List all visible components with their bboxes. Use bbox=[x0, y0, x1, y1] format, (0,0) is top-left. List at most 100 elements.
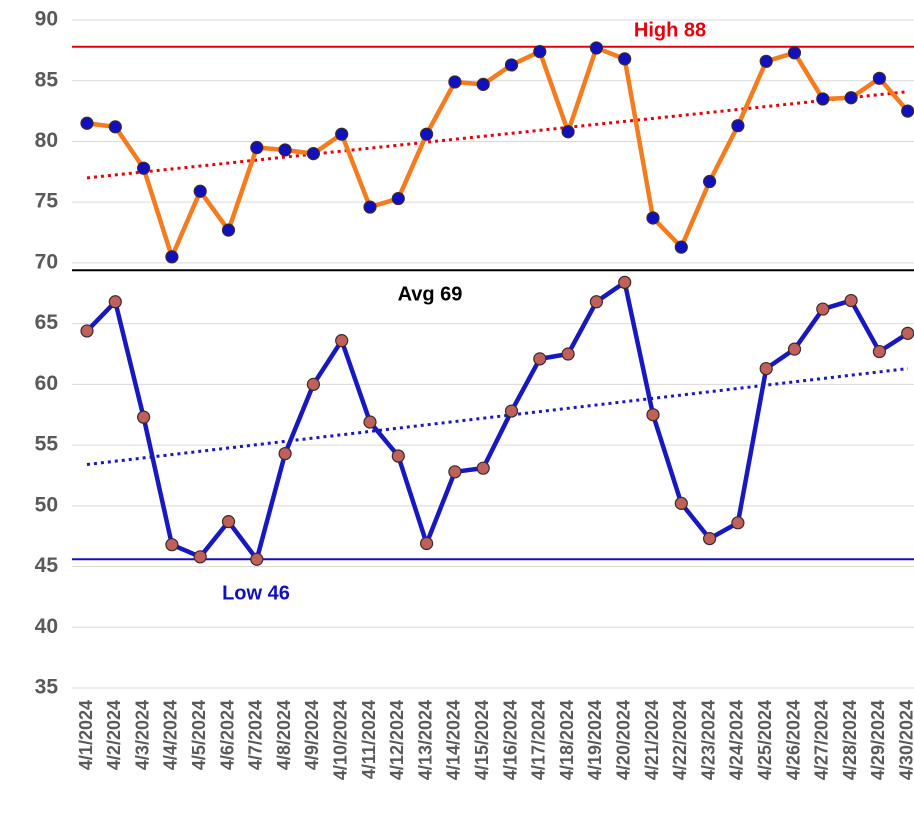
data-point bbox=[363, 415, 377, 429]
data-point bbox=[165, 538, 179, 552]
x-tick-label: 4/11/2024 bbox=[359, 700, 379, 779]
data-point bbox=[391, 191, 405, 206]
data-point bbox=[561, 125, 575, 139]
data-point bbox=[646, 211, 660, 225]
data-point bbox=[787, 46, 802, 60]
data-point bbox=[901, 326, 914, 340]
y-tick-label: 70 bbox=[35, 250, 58, 273]
x-tick-label: 4/2/2024 bbox=[104, 700, 124, 770]
data-point bbox=[504, 58, 519, 72]
data-point bbox=[137, 410, 151, 424]
data-point bbox=[504, 404, 519, 418]
x-tick-label: 4/4/2024 bbox=[161, 700, 181, 770]
data-point bbox=[674, 496, 688, 510]
series-line bbox=[86, 45, 910, 260]
data-point bbox=[561, 347, 575, 361]
data-point bbox=[137, 161, 151, 175]
data-point bbox=[844, 293, 858, 308]
x-tick-label: 4/21/2024 bbox=[642, 700, 662, 780]
data-point bbox=[420, 127, 434, 141]
data-point bbox=[872, 344, 887, 359]
data-point bbox=[844, 91, 858, 105]
x-tick-label: 4/7/2024 bbox=[246, 700, 266, 770]
x-tick-label: 4/18/2024 bbox=[557, 700, 577, 780]
data-point bbox=[674, 240, 688, 254]
x-tick-label: 4/14/2024 bbox=[444, 700, 464, 780]
data-point bbox=[391, 449, 405, 463]
data-point bbox=[589, 295, 604, 309]
y-tick-label: 90 bbox=[35, 8, 58, 31]
data-point bbox=[476, 77, 490, 91]
x-tick-label: 4/26/2024 bbox=[783, 700, 803, 780]
data-point bbox=[533, 44, 547, 59]
data-point bbox=[589, 41, 604, 55]
data-point bbox=[533, 352, 547, 366]
y-tick-label: 60 bbox=[35, 372, 58, 395]
x-tick-label: 4/3/2024 bbox=[132, 700, 152, 770]
data-point bbox=[901, 104, 914, 118]
data-point bbox=[250, 552, 264, 566]
x-tick-label: 4/17/2024 bbox=[529, 700, 549, 780]
x-tick-label: 4/8/2024 bbox=[274, 700, 294, 770]
reference-label: Low 46 bbox=[222, 582, 290, 604]
x-tick-label: 4/22/2024 bbox=[670, 700, 690, 780]
x-tick-label: 4/19/2024 bbox=[585, 700, 605, 780]
x-tick-label: 4/15/2024 bbox=[472, 700, 492, 780]
reference-label: Avg 69 bbox=[398, 283, 463, 305]
trend-line bbox=[86, 90, 908, 180]
data-point bbox=[816, 302, 830, 316]
data-point bbox=[816, 92, 830, 106]
data-point bbox=[193, 550, 207, 564]
x-tick-label: 4/24/2024 bbox=[727, 700, 747, 780]
y-tick-label: 55 bbox=[35, 433, 59, 456]
data-point bbox=[306, 147, 320, 161]
data-point bbox=[731, 516, 745, 530]
y-tick-label: 85 bbox=[35, 68, 59, 91]
data-point bbox=[476, 461, 490, 475]
data-point bbox=[335, 334, 349, 348]
data-point bbox=[80, 116, 94, 130]
data-point bbox=[108, 295, 122, 309]
data-point bbox=[759, 54, 773, 68]
y-tick-label: 65 bbox=[35, 311, 59, 334]
data-point bbox=[731, 119, 745, 133]
data-point bbox=[278, 143, 292, 157]
y-tick-label: 40 bbox=[35, 615, 58, 638]
reference-label: High 88 bbox=[634, 19, 706, 41]
x-tick-label: 4/1/2024 bbox=[76, 700, 96, 770]
x-tick-label: 4/20/2024 bbox=[613, 700, 633, 780]
x-tick-label: 4/13/2024 bbox=[415, 700, 435, 780]
data-point bbox=[80, 324, 94, 338]
data-point bbox=[702, 174, 717, 189]
x-tick-label: 4/5/2024 bbox=[189, 700, 209, 770]
x-tick-label: 4/28/2024 bbox=[840, 700, 860, 780]
x-tick-label: 4/23/2024 bbox=[698, 700, 718, 780]
data-point bbox=[420, 536, 434, 551]
x-tick-label: 4/25/2024 bbox=[755, 700, 775, 780]
data-point bbox=[108, 120, 122, 134]
data-point bbox=[278, 446, 292, 461]
data-point bbox=[646, 408, 660, 422]
data-point bbox=[250, 140, 264, 155]
data-point bbox=[702, 532, 717, 546]
y-tick-label: 75 bbox=[35, 190, 59, 213]
x-tick-label: 4/10/2024 bbox=[330, 700, 350, 780]
x-tick-label: 4/30/2024 bbox=[896, 700, 914, 780]
trend-line bbox=[86, 367, 908, 467]
data-point bbox=[618, 52, 632, 66]
x-tick-label: 4/29/2024 bbox=[868, 700, 888, 780]
x-tick-label: 4/12/2024 bbox=[387, 700, 407, 780]
y-tick-label: 35 bbox=[35, 676, 59, 699]
x-tick-label: 4/6/2024 bbox=[217, 700, 237, 770]
data-point bbox=[448, 75, 462, 89]
data-point bbox=[306, 377, 320, 391]
data-point bbox=[759, 361, 773, 376]
y-tick-label: 80 bbox=[35, 129, 58, 152]
y-tick-label: 50 bbox=[35, 493, 58, 516]
data-point bbox=[363, 200, 377, 214]
data-point bbox=[335, 127, 349, 141]
x-tick-label: 4/9/2024 bbox=[302, 700, 322, 770]
data-point bbox=[787, 342, 802, 356]
data-point bbox=[221, 223, 236, 237]
